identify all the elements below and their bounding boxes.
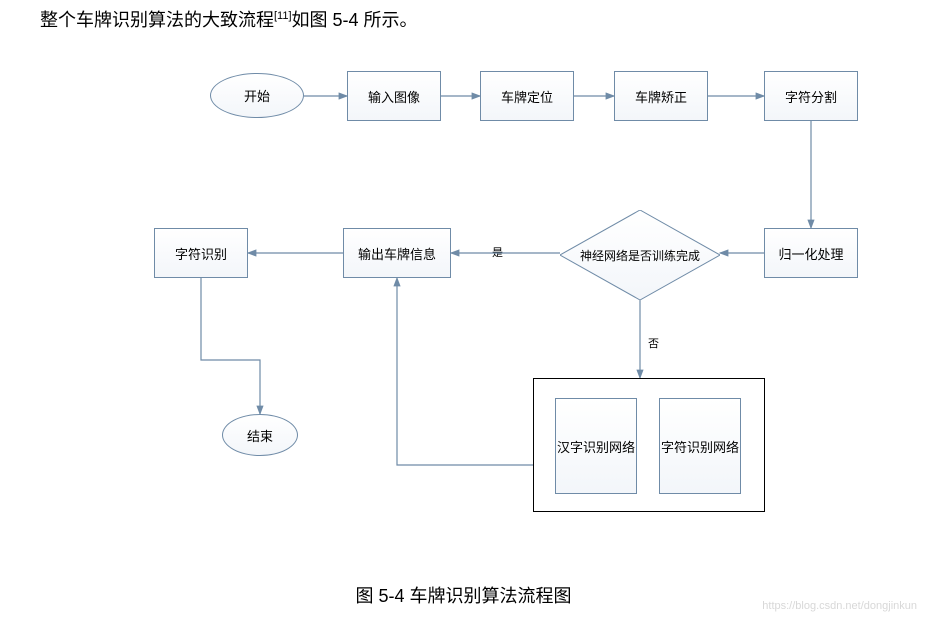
node-decision: 神经网络是否训练完成 xyxy=(560,210,720,300)
node-start: 开始 xyxy=(210,73,304,118)
node-net2: 字符识别网络 xyxy=(659,398,741,494)
node-input: 输入图像 xyxy=(347,71,441,121)
edge-container-output xyxy=(397,278,533,465)
flowchart-canvas: 是否开始输入图像车牌定位车牌矫正字符分割归一化处理神经网络是否训练完成输出车牌信… xyxy=(0,0,927,630)
edge-recognize-end xyxy=(201,278,260,414)
node-segment: 字符分割 xyxy=(764,71,858,121)
node-recognize: 字符识别 xyxy=(154,228,248,278)
node-end: 结束 xyxy=(222,414,298,456)
node-label-decision: 神经网络是否训练完成 xyxy=(560,210,720,300)
node-rectify: 车牌矫正 xyxy=(614,71,708,121)
node-net1: 汉字识别网络 xyxy=(555,398,637,494)
node-locate: 车牌定位 xyxy=(480,71,574,121)
node-output: 输出车牌信息 xyxy=(343,228,451,278)
node-normalize: 归一化处理 xyxy=(764,228,858,278)
watermark-text: https://blog.csdn.net/dongjinkun xyxy=(762,600,917,612)
